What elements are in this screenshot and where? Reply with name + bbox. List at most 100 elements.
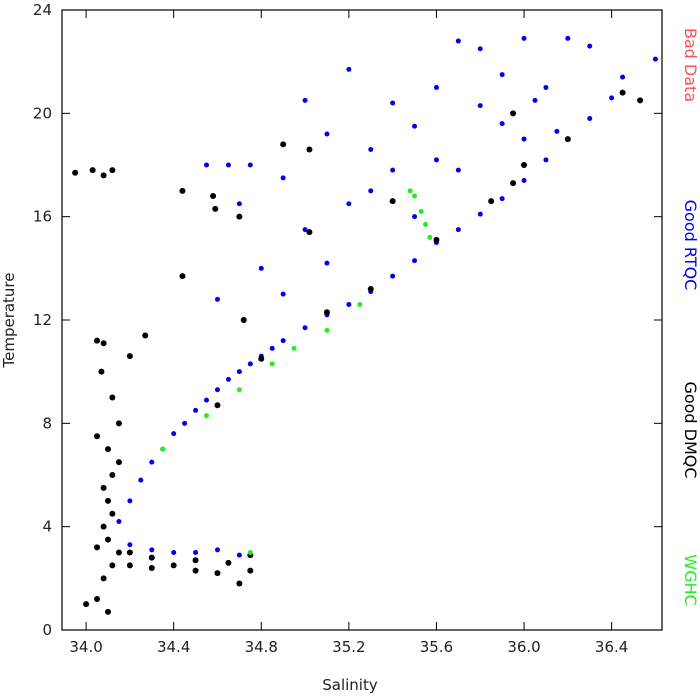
point — [192, 557, 199, 564]
point — [193, 550, 199, 555]
point — [100, 340, 107, 347]
point — [212, 205, 219, 212]
x-tick-label: 34.4 — [157, 638, 190, 656]
point — [115, 420, 122, 427]
point — [109, 394, 116, 401]
point — [324, 131, 330, 137]
point — [204, 162, 210, 168]
point — [236, 213, 243, 220]
point — [225, 162, 231, 168]
point — [368, 147, 374, 152]
plot-frame — [61, 9, 663, 631]
y-tick-label: 0 — [42, 621, 52, 639]
point — [477, 211, 483, 217]
point — [109, 472, 116, 478]
point — [306, 146, 313, 153]
legend-label: Good DMQC — [681, 381, 700, 478]
point — [346, 201, 352, 207]
point — [171, 431, 177, 437]
point — [214, 402, 221, 409]
point — [564, 136, 571, 143]
point — [455, 227, 461, 233]
point — [214, 547, 220, 553]
point — [324, 327, 330, 333]
point — [109, 167, 116, 174]
x-tick-label: 34.0 — [69, 638, 102, 656]
point — [499, 121, 505, 127]
point — [94, 596, 101, 602]
y-tick-label: 8 — [42, 414, 52, 432]
point — [346, 66, 352, 72]
point — [488, 198, 495, 205]
point — [126, 549, 133, 556]
point — [609, 95, 615, 101]
point — [412, 214, 418, 220]
point — [179, 273, 186, 280]
point — [543, 85, 549, 90]
point — [149, 459, 155, 465]
point — [247, 361, 253, 367]
point — [115, 549, 122, 556]
x-tick-label: 36.0 — [507, 638, 540, 656]
point — [521, 136, 527, 142]
point — [412, 193, 418, 199]
point — [100, 172, 107, 179]
legend-label: Good RTQC — [681, 200, 700, 291]
point — [204, 397, 210, 403]
point — [280, 291, 286, 297]
point — [192, 567, 199, 574]
point — [302, 325, 308, 331]
point — [100, 523, 107, 530]
point — [587, 116, 593, 121]
point — [104, 536, 111, 543]
point — [357, 302, 363, 307]
x-axis-label: Salinity — [322, 676, 378, 694]
point — [280, 141, 287, 148]
point — [258, 265, 264, 271]
point — [214, 296, 220, 302]
point — [302, 227, 308, 233]
point — [346, 302, 352, 307]
point — [138, 477, 144, 483]
point — [109, 562, 116, 569]
point — [652, 56, 658, 62]
legend-label: WGHC — [681, 554, 700, 605]
point — [280, 175, 286, 181]
point — [127, 498, 133, 504]
point — [423, 221, 429, 227]
point — [83, 601, 90, 608]
point — [225, 559, 232, 566]
point — [521, 162, 528, 168]
point — [104, 446, 111, 453]
point — [89, 167, 96, 174]
point — [499, 72, 505, 78]
point — [455, 38, 461, 44]
y-tick-label: 16 — [33, 208, 52, 226]
point — [236, 201, 242, 207]
point — [427, 234, 433, 240]
point — [433, 85, 439, 90]
point — [521, 35, 527, 41]
point — [412, 258, 418, 264]
point — [236, 387, 242, 393]
x-tick-label: 36.4 — [595, 638, 628, 656]
point — [258, 355, 265, 362]
point — [98, 368, 105, 375]
point — [291, 345, 297, 351]
point — [554, 128, 560, 134]
point — [240, 317, 247, 323]
point — [104, 497, 111, 504]
point — [637, 97, 644, 104]
point — [100, 575, 107, 582]
point — [323, 309, 330, 316]
point — [148, 565, 155, 571]
point — [214, 570, 221, 577]
point — [236, 552, 242, 558]
point — [619, 89, 626, 96]
point — [412, 123, 418, 129]
y-tick-label: 4 — [42, 518, 52, 536]
x-tick-label: 35.6 — [420, 638, 453, 656]
point — [149, 547, 155, 553]
point — [225, 376, 231, 382]
